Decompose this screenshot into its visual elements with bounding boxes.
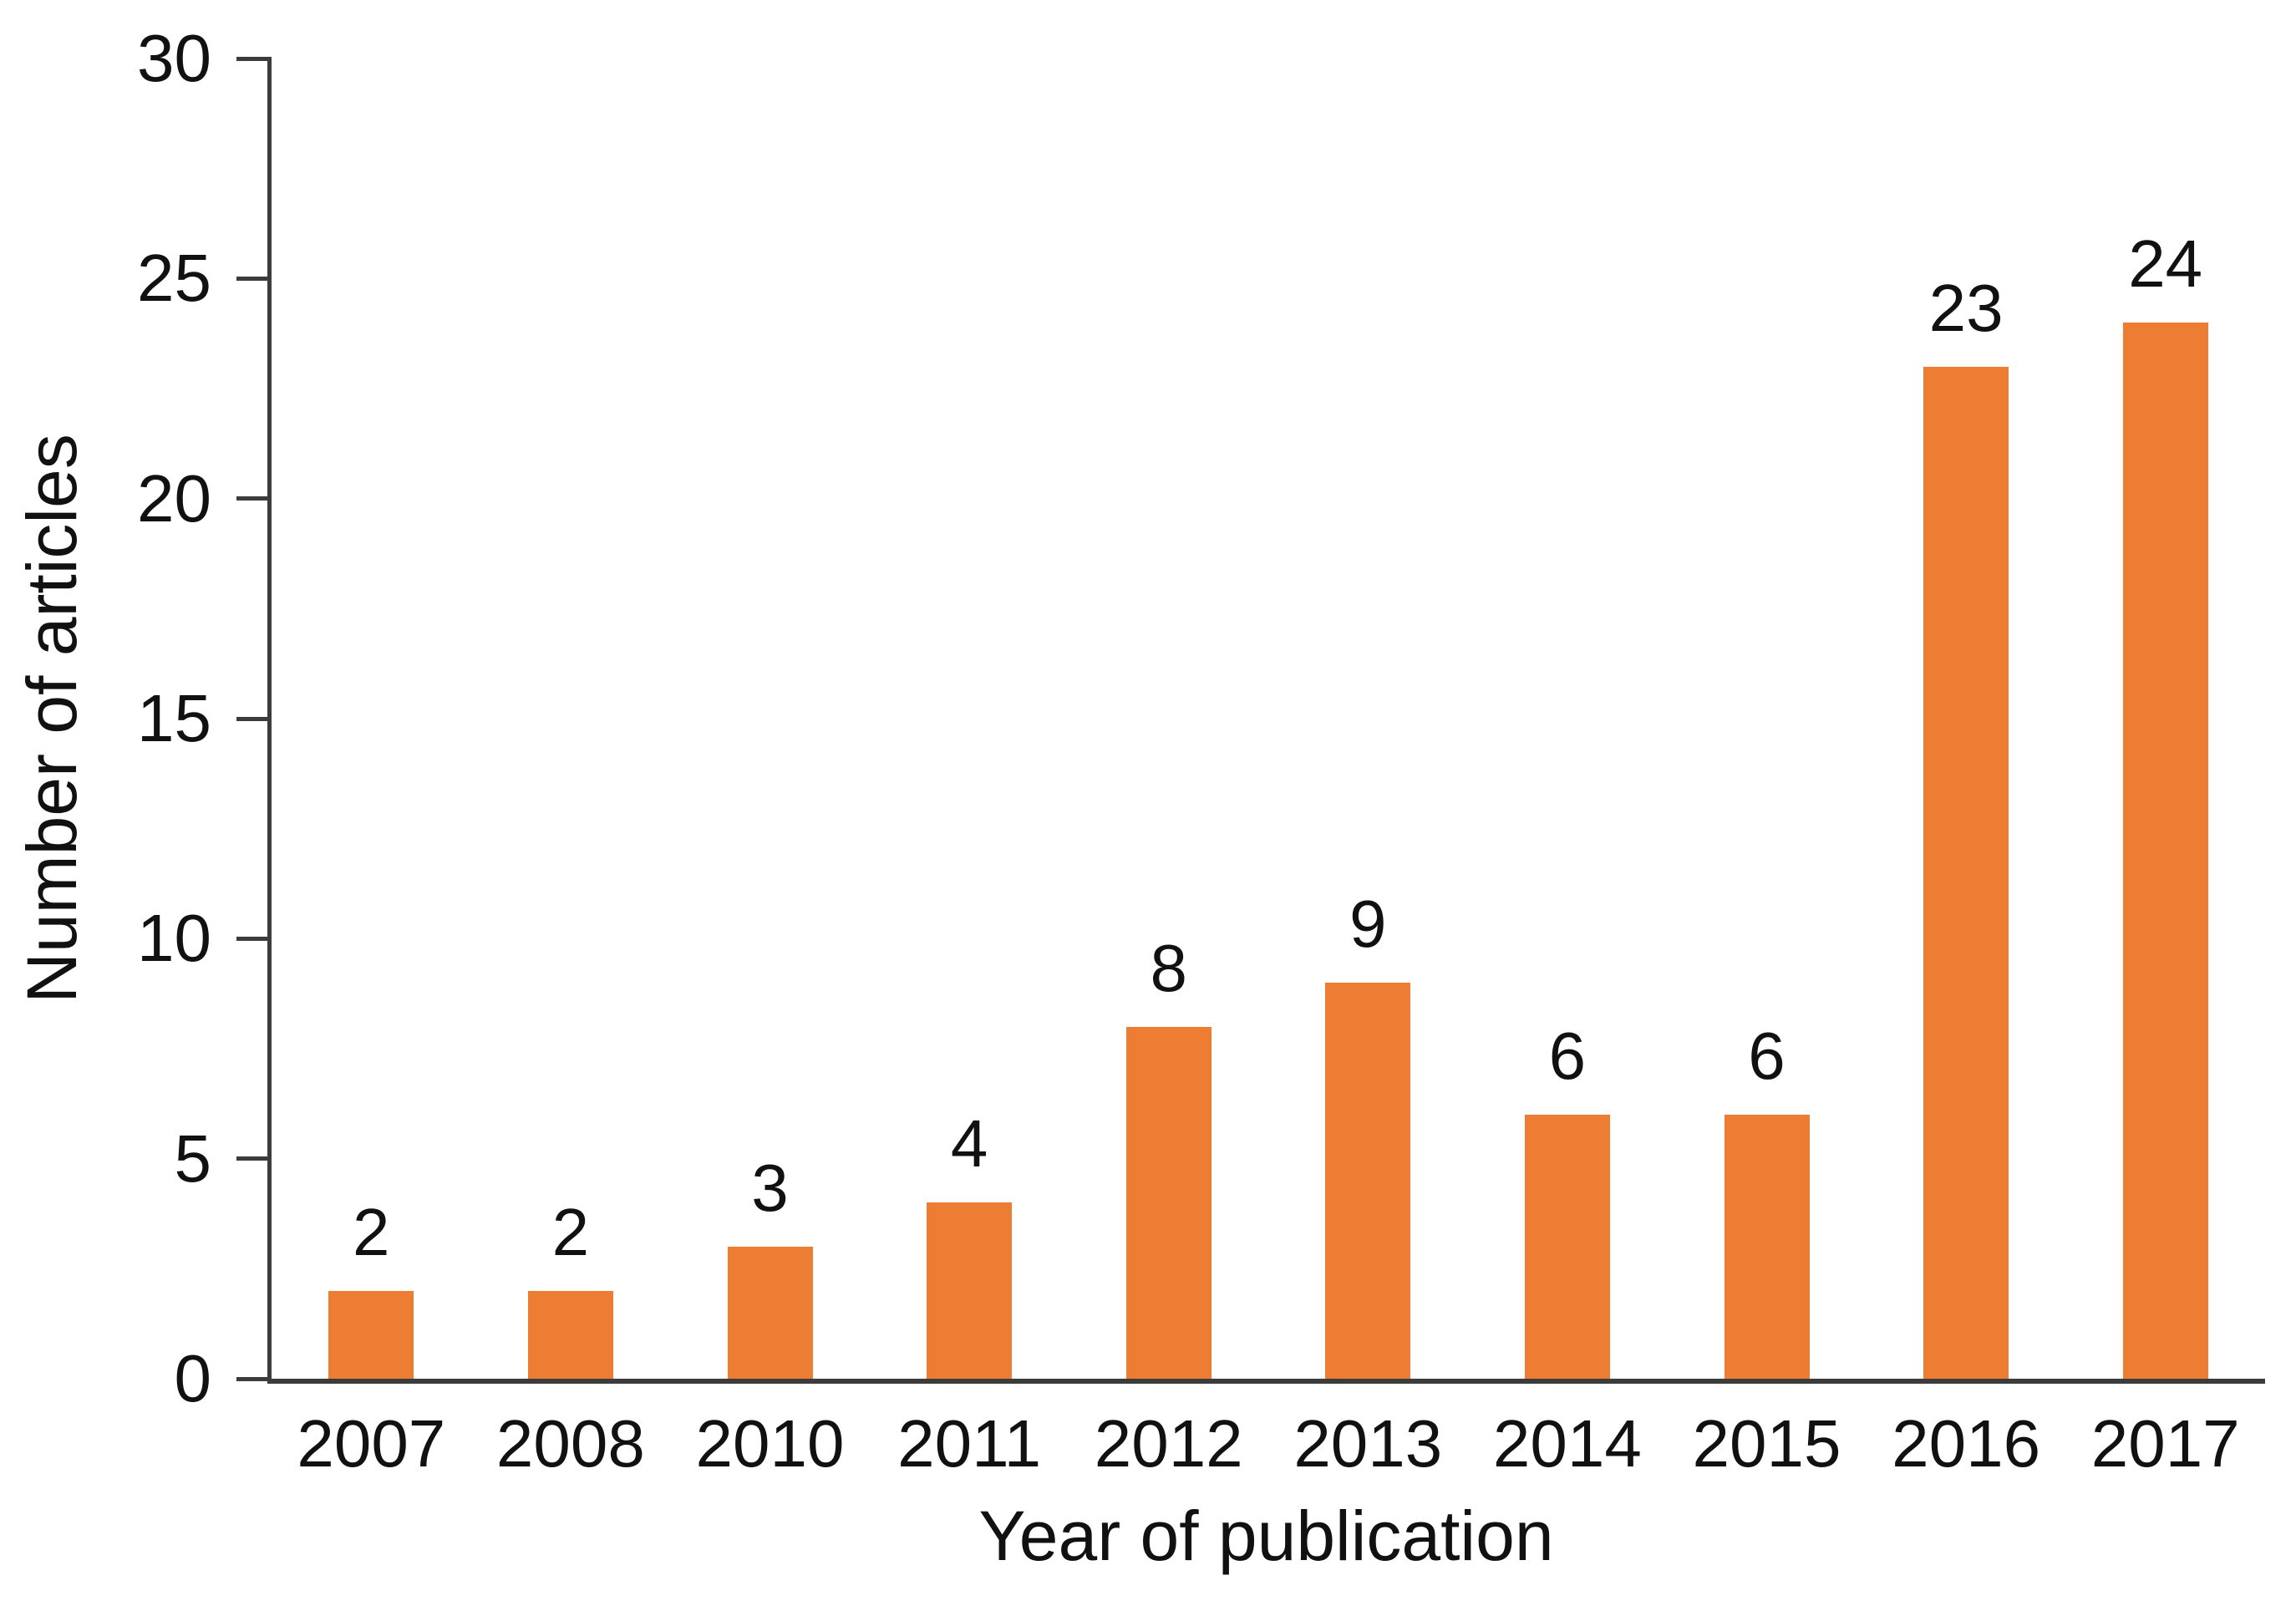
bar-value-label: 4 <box>950 1106 988 1182</box>
plot-area: 0 5 10 15 20 25 30 2 2007 2 2008 3 2010 4 2011 8 2012 9 20… <box>137 25 2265 1477</box>
x-tick-label: 2017 <box>2090 1406 2240 1481</box>
bar-2012 <box>1125 1026 1211 1379</box>
bar-2011 <box>927 1202 1013 1379</box>
x-tick-label: 2007 <box>297 1406 446 1481</box>
y-tick-label: 15 <box>137 681 211 755</box>
bar-value-label: 8 <box>1150 930 1187 1005</box>
y-tick-label: 20 <box>137 460 211 536</box>
bar-2013 <box>1325 983 1411 1379</box>
x-tick-label: 2013 <box>1293 1406 1443 1481</box>
y-tick-label: 5 <box>174 1121 212 1196</box>
bar-2016 <box>1923 366 2009 1379</box>
bar-value-label: 9 <box>1349 887 1387 961</box>
bar-2014 <box>1524 1115 1610 1379</box>
y-tick-mark <box>236 1376 272 1381</box>
bar-value-label: 2 <box>551 1194 590 1269</box>
x-tick-label: 2015 <box>1692 1406 1841 1481</box>
y-tick-mark <box>236 496 272 501</box>
bar-value-label: 6 <box>1548 1019 1587 1093</box>
y-tick-mark <box>236 56 272 61</box>
bar-2015 <box>1724 1115 1810 1379</box>
x-tick-label: 2010 <box>695 1406 845 1481</box>
x-tick-label: 2011 <box>897 1406 1042 1481</box>
y-tick-label: 30 <box>137 21 211 95</box>
y-tick-label: 10 <box>137 901 211 976</box>
bar-2017 <box>2122 323 2208 1379</box>
bar-2010 <box>727 1247 813 1379</box>
x-tick-label: 2012 <box>1094 1406 1243 1481</box>
bar-value-label: 6 <box>1748 1019 1785 1093</box>
bar-2008 <box>527 1290 613 1379</box>
y-tick-mark <box>236 716 272 721</box>
bar-value-label: 3 <box>751 1151 789 1225</box>
y-tick-label: 25 <box>137 241 211 316</box>
bar-value-label: 23 <box>1928 270 2004 345</box>
y-tick-mark <box>236 1156 272 1161</box>
y-tick-mark <box>236 276 272 281</box>
x-axis-title: Year of publication <box>978 1497 1554 1575</box>
x-tick-label: 2016 <box>1892 1406 2041 1481</box>
bar-value-label: 2 <box>353 1194 390 1269</box>
y-axis-title: Number of articles <box>13 434 91 1004</box>
y-tick-mark <box>236 936 272 941</box>
y-tick-label: 0 <box>174 1341 212 1415</box>
x-tick-label: 2014 <box>1492 1406 1642 1481</box>
bar-value-label: 24 <box>2128 226 2203 301</box>
bar-2007 <box>328 1290 414 1379</box>
x-tick-label: 2008 <box>495 1406 645 1481</box>
